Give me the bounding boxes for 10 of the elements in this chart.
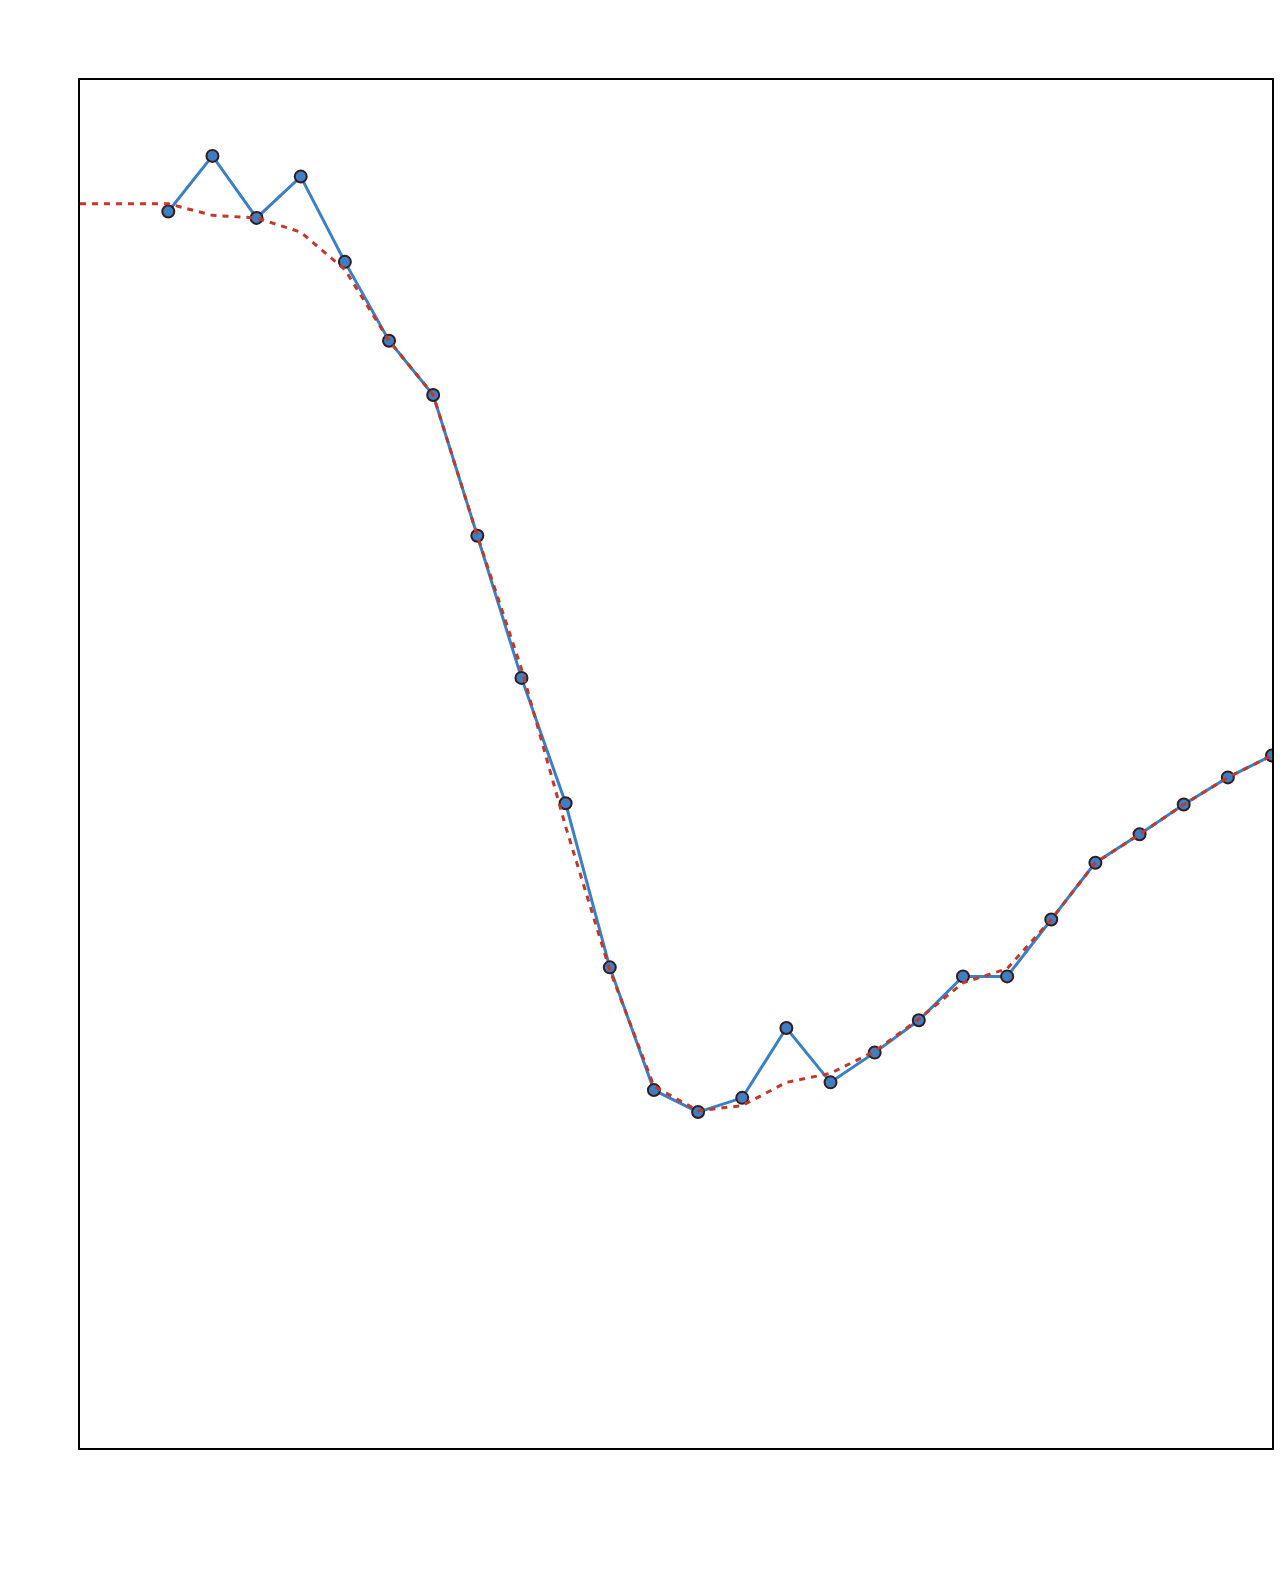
point xyxy=(823,1075,838,1090)
point xyxy=(1000,969,1015,984)
point xyxy=(161,204,176,219)
point xyxy=(293,169,308,184)
point xyxy=(205,148,220,163)
point xyxy=(955,969,970,984)
point xyxy=(735,1090,750,1105)
point xyxy=(779,1021,794,1036)
point xyxy=(337,254,352,269)
point xyxy=(558,796,573,811)
